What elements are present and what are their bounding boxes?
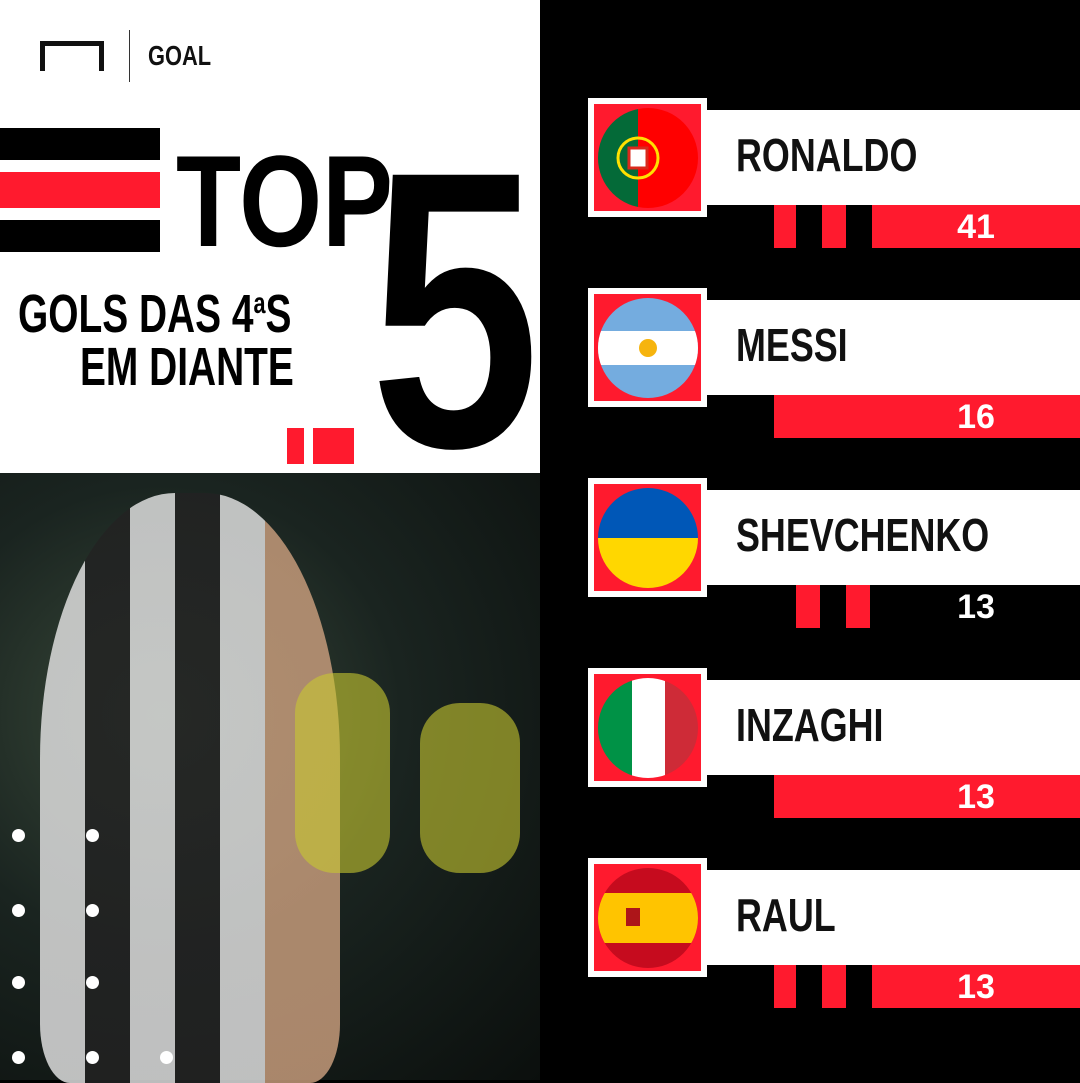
bar-stripe (846, 585, 870, 628)
bar-stripe (822, 205, 846, 248)
portugal-flag-icon (588, 98, 707, 217)
accent-red-square (313, 428, 354, 464)
decor-dot (86, 1051, 99, 1064)
brand-name: GOAL (148, 40, 212, 71)
goals-bar (872, 205, 1080, 248)
goals-bar (872, 965, 1080, 1008)
decor-dot (160, 1051, 173, 1064)
header-panel: GOAL TOP GOLS DAS 4aS EM DIANTE (0, 0, 540, 473)
player-name: RONALDO (736, 129, 918, 181)
player-name: RAUL (736, 889, 836, 941)
italy-flag-icon (588, 668, 707, 787)
player-photo (0, 473, 540, 1083)
player-name: SHEVCHENKO (736, 509, 990, 561)
decor-dot (86, 976, 99, 989)
name-bar: MESSI (707, 300, 1080, 395)
decor-dot (86, 904, 99, 917)
stripe-black-2 (0, 220, 160, 252)
title-line1-end: S (265, 284, 292, 344)
name-bar: RONALDO (707, 110, 1080, 205)
goals-value: 13 (957, 968, 995, 1006)
bar-stripe (796, 585, 820, 628)
decor-dot (12, 904, 25, 917)
goals-value: 13 (957, 778, 995, 816)
stripe-black-1 (0, 128, 160, 160)
player-name: INZAGHI (736, 699, 884, 751)
goals-value: 16 (957, 398, 995, 436)
referee-figure (295, 673, 390, 873)
bar-stripe (774, 205, 796, 248)
argentina-flag-icon (588, 288, 707, 407)
decor-dot (12, 829, 25, 842)
title-line2: EM DIANTE (80, 337, 294, 397)
ukraine-flag-icon (588, 478, 707, 597)
goals-bar (774, 395, 1080, 438)
bar-stripe (774, 965, 796, 1008)
player-name: MESSI (736, 319, 848, 371)
name-bar: SHEVCHENKO (707, 490, 1080, 585)
big-number-five: 5 (368, 150, 543, 480)
logo-divider (129, 30, 130, 82)
referee-figure (420, 703, 520, 873)
spain-flag-icon (588, 858, 707, 977)
accent-red-small (287, 428, 304, 464)
goals-value: 41 (957, 208, 995, 246)
title-top: TOP (176, 128, 394, 274)
bar-stripe (822, 965, 846, 1008)
name-bar: RAUL (707, 870, 1080, 965)
title-superscript: a (253, 287, 266, 320)
stripe-red (0, 172, 160, 208)
decor-dot (86, 829, 99, 842)
goal-logo-icon (40, 41, 104, 71)
decor-dot (12, 976, 25, 989)
name-bar: INZAGHI (707, 680, 1080, 775)
decor-dot (12, 1051, 25, 1064)
goals-value: 13 (957, 588, 995, 626)
title-line1: GOLS DAS 4aS (18, 277, 398, 341)
goals-bar (774, 775, 1080, 818)
title-line1-text: GOLS DAS 4 (18, 284, 254, 344)
